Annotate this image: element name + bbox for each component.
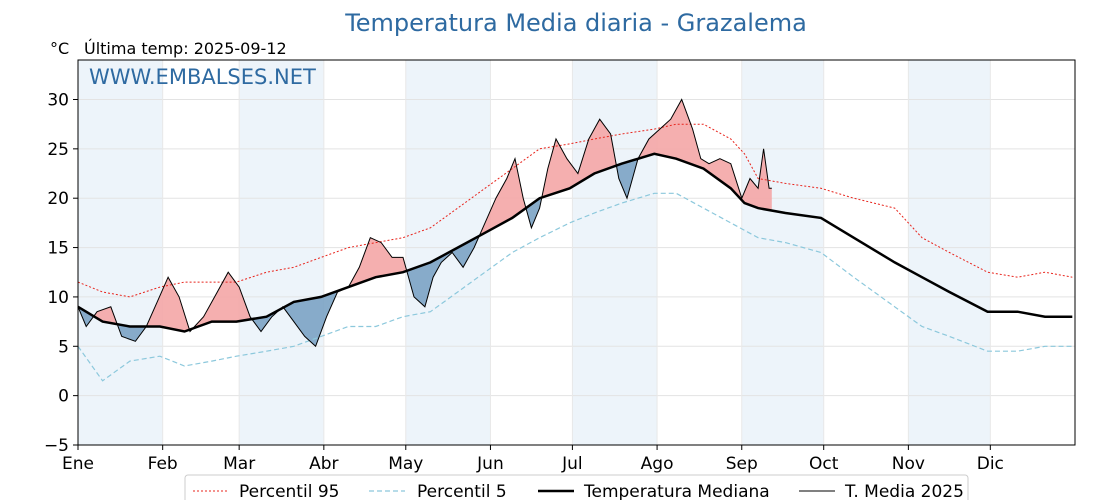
y-tick-label: 25 — [47, 140, 69, 160]
month-band-Mar — [239, 60, 324, 445]
plot-frame — [77, 59, 1076, 446]
x-tick-label: Mar — [223, 454, 255, 474]
chart-title: Temperatura Media diaria - Grazalema — [344, 9, 807, 37]
series-line-current — [77, 98, 772, 348]
month-bands — [78, 60, 991, 445]
anomaly-fill-above — [542, 119, 617, 198]
anomaly-fill-below — [252, 309, 281, 332]
series-lines — [77, 98, 1073, 382]
anomaly-fill-below — [616, 158, 638, 199]
watermark: WWW.EMBALSES.NET — [89, 65, 316, 89]
anomaly-fill-below — [526, 194, 543, 228]
x-tick-label: Ene — [62, 454, 94, 474]
anomaly-fill-above — [479, 158, 527, 236]
y-tick-label: 0 — [58, 387, 69, 407]
y-tick-label: −5 — [44, 436, 69, 456]
legend-label-p95: Percentil 95 — [239, 482, 339, 500]
grid-lines — [78, 60, 1075, 446]
legend: Percentil 95 Percentil 5 Temperatura Med… — [184, 474, 969, 500]
y-axis: −5 0 5 10 15 20 25 30 — [44, 90, 78, 456]
legend-label-median: Temperatura Mediana — [583, 482, 770, 500]
month-band-Jul — [572, 60, 658, 445]
x-tick-label: Ago — [641, 454, 674, 474]
anomaly-fill-above — [638, 99, 772, 211]
last-temp-label: Última temp: 2025-09-12 — [84, 39, 287, 58]
y-tick-label: 15 — [47, 239, 69, 259]
month-band-Sep — [741, 60, 824, 445]
y-tick-label: 20 — [47, 189, 69, 209]
x-tick-label: Feb — [148, 454, 178, 474]
x-tick-label: Abr — [309, 454, 338, 474]
anomaly-fill-above — [94, 306, 118, 326]
month-band-Ene — [78, 60, 163, 445]
anomaly-fill-above — [192, 272, 253, 329]
x-tick-label: Dic — [977, 454, 1004, 474]
x-axis: Ene Feb Mar Abr May Jun Jul Ago Sep Oct Nov Dic — [62, 445, 1004, 474]
x-tick-label: Nov — [892, 454, 925, 474]
x-tick-label: Sep — [726, 454, 758, 474]
series-line-median — [77, 152, 1073, 333]
x-tick-label: Jun — [476, 454, 504, 474]
y-tick-label: 10 — [47, 288, 69, 308]
series-line-p95 — [77, 123, 1073, 298]
x-tick-label: May — [388, 454, 423, 474]
y-tick-label: 30 — [47, 90, 69, 110]
anomaly-fill-above — [348, 237, 408, 288]
legend-label-current: T. Media 2025 — [844, 482, 964, 500]
anomaly-fill-below — [407, 235, 480, 307]
y-tick-label: 5 — [58, 337, 69, 357]
anomaly-fill-below — [78, 307, 95, 327]
legend-box — [184, 474, 969, 500]
anomaly-fill-above — [146, 277, 190, 332]
legend-label-p5: Percentil 5 — [417, 482, 507, 500]
unit-label: °C — [50, 39, 69, 58]
x-tick-label: Oct — [809, 454, 839, 474]
x-tick-label: Jul — [561, 454, 583, 474]
